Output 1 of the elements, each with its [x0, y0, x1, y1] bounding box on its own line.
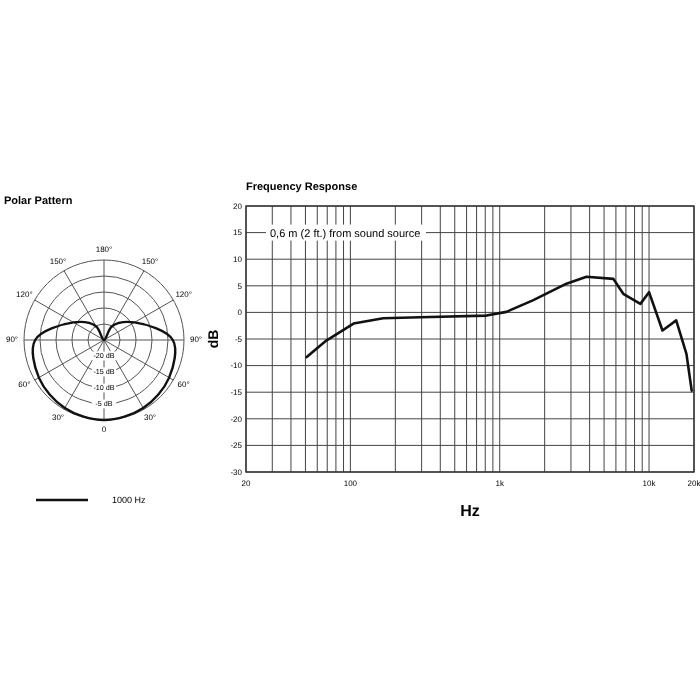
x-axis-title: Hz — [460, 502, 480, 520]
